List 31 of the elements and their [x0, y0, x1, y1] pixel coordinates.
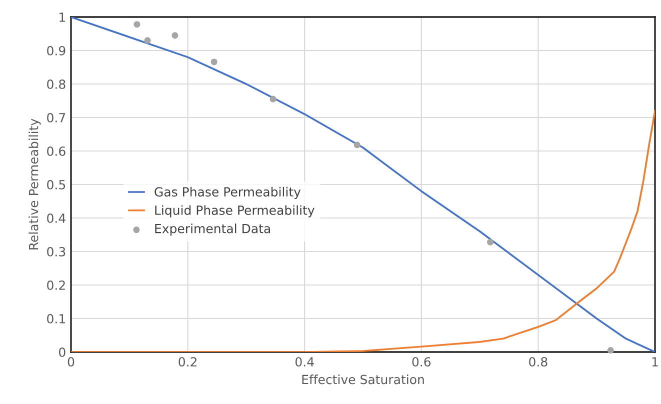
y-tick-label: 0.1 — [47, 314, 65, 324]
y-tick-label: 0.5 — [47, 180, 66, 190]
legend-label: Liquid Phase Permeability — [155, 205, 314, 218]
y-tick-label: 0 — [59, 347, 66, 357]
legend-label: Gas Phase Permeability — [154, 186, 301, 199]
x-tick-label: 1 — [652, 357, 658, 366]
x-tick-label: 0 — [68, 357, 74, 367]
y-tick-label: 1 — [60, 12, 65, 22]
point — [354, 142, 360, 148]
x-tick-label: 0.8 — [529, 357, 548, 367]
y-tick-label: 0.6 — [47, 146, 66, 156]
y-tick-label: 0.9 — [47, 46, 66, 56]
legend-label: Experimental Data — [155, 224, 270, 236]
y-tick-label: 0.3 — [47, 246, 66, 256]
point — [144, 37, 151, 44]
point — [487, 238, 494, 246]
point — [134, 21, 140, 28]
x-tick-label: 0.4 — [295, 357, 314, 367]
point — [210, 58, 218, 66]
x-tick-label: 0.6 — [412, 357, 431, 367]
x-tick-label: 0.2 — [178, 357, 196, 367]
line-series — [71, 17, 655, 352]
x-axis-title: Effective Saturation — [302, 374, 424, 384]
y-tick-label: 0.7 — [47, 112, 66, 122]
y-axis-title: Relative Permeability — [28, 118, 41, 250]
point — [172, 32, 178, 39]
point — [607, 347, 614, 354]
point — [270, 96, 276, 102]
y-tick-label: 0.4 — [47, 213, 66, 223]
y-tick-label: 0.2 — [47, 280, 65, 290]
y-tick-label: 0.8 — [47, 79, 66, 89]
